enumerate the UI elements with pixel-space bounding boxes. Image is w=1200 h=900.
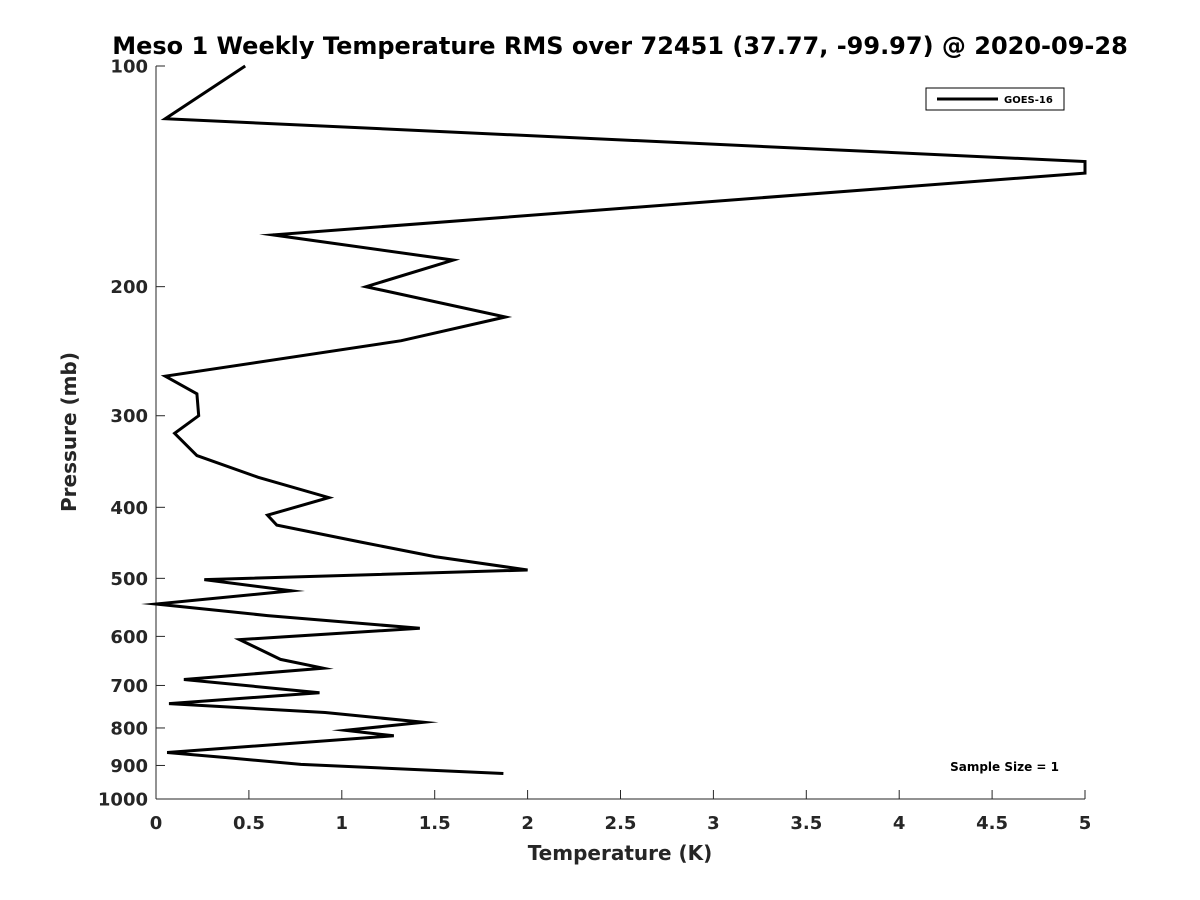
sample-size-annotation: Sample Size = 1 (950, 760, 1059, 774)
y-tick-label: 500 (110, 569, 148, 590)
y-tick-label: 600 (110, 627, 148, 648)
x-tick-label: 0 (150, 813, 163, 834)
y-tick-label: 700 (110, 676, 148, 697)
x-tick-label: 2 (521, 813, 534, 834)
y-tick-label: 300 (110, 406, 148, 427)
x-tick-label: 4 (893, 813, 906, 834)
legend: GOES-16 (925, 87, 1065, 111)
y-tick-label: 200 (110, 277, 148, 298)
y-tick-label: 900 (110, 756, 148, 777)
legend-label-goes-16: GOES-16 (1004, 95, 1053, 106)
x-tick-label: 3 (707, 813, 720, 834)
series-line-goes-16 (141, 64, 1087, 775)
x-tick-label: 2.5 (605, 813, 637, 834)
x-tick-label: 1.5 (419, 813, 451, 834)
y-tick-label: 800 (110, 718, 148, 739)
x-axis-label: Temperature (K) (528, 841, 713, 865)
x-tick-label: 4.5 (976, 813, 1008, 834)
y-tick-label: 100 (110, 57, 148, 78)
x-tick-label: 5 (1079, 813, 1092, 834)
x-tick-label: 1 (336, 813, 349, 834)
x-tick-label: 0.5 (233, 813, 265, 834)
y-axis-label: Pressure (mb) (57, 352, 81, 512)
chart-title: Meso 1 Weekly Temperature RMS over 72451… (112, 32, 1128, 60)
axes: 0 0.5 1 1.5 2 2.5 3 3.5 4 4.5 5 100 200 300 400 500 600 7… (98, 57, 1091, 835)
x-tick-label: 3.5 (790, 813, 822, 834)
y-tick-label: 400 (110, 498, 148, 519)
plot-area (141, 64, 1087, 775)
y-tick-label: 1000 (98, 790, 148, 811)
